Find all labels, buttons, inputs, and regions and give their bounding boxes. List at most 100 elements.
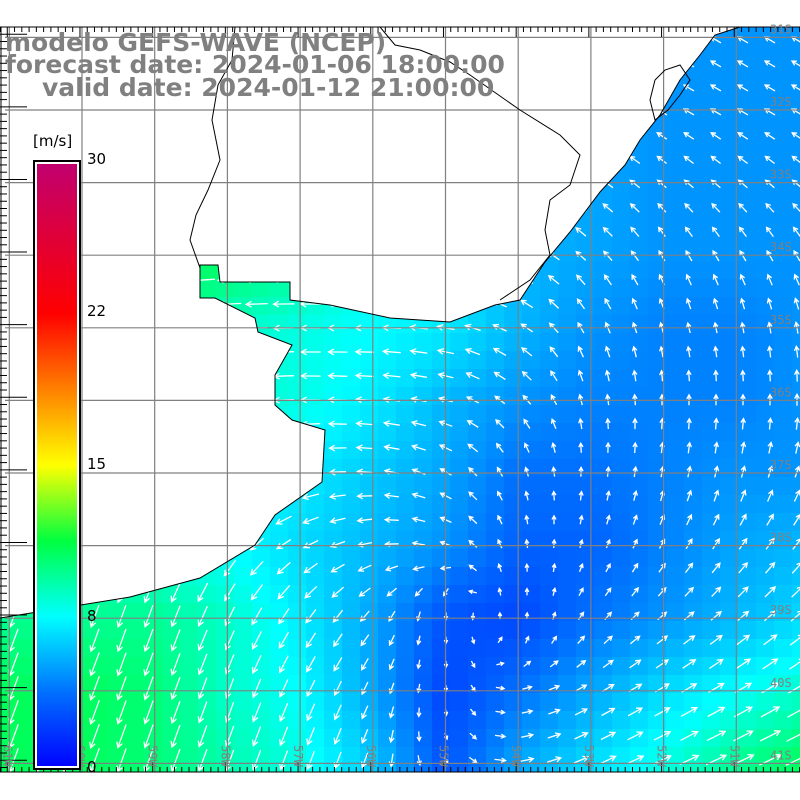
wind-cell <box>720 531 739 550</box>
wind-cell <box>666 189 685 208</box>
wind-cell <box>702 549 721 568</box>
wind-cell <box>774 189 793 208</box>
wind-arrow <box>170 535 182 554</box>
wind-cell <box>774 333 793 352</box>
wind-cell <box>630 423 649 442</box>
wind-cell <box>450 657 469 676</box>
wind-cell <box>504 549 523 568</box>
wind-cell <box>144 567 163 586</box>
wind-cell <box>180 261 199 280</box>
wind-arrow <box>740 369 746 382</box>
wind-cell <box>252 387 271 406</box>
wind-cell <box>630 567 649 586</box>
wind-arrow <box>137 204 160 212</box>
wind-cell <box>378 405 397 424</box>
wind-cell <box>756 639 775 658</box>
wind-arrow <box>765 537 775 550</box>
wind-cell <box>450 747 469 766</box>
wind-arrow <box>137 347 160 358</box>
wind-arrow <box>794 416 800 430</box>
wind-cell <box>774 765 793 772</box>
wind-arrow <box>470 708 477 716</box>
wind-cell <box>738 405 757 424</box>
wind-cell <box>594 63 613 82</box>
wind-cell <box>522 171 541 190</box>
wind-arrow <box>524 490 530 501</box>
wind-cell <box>90 495 109 514</box>
wind-cell <box>792 459 800 478</box>
wind-cell <box>504 387 523 406</box>
wind-cell <box>594 261 613 280</box>
wind-cell <box>342 387 361 406</box>
wind-arrow <box>85 132 104 140</box>
wind-cell <box>360 531 379 550</box>
wind-cell <box>234 171 253 190</box>
wind-cell <box>666 423 685 442</box>
wind-cell <box>558 279 577 298</box>
wind-cell <box>666 693 685 712</box>
wind-cell <box>432 261 451 280</box>
wind-cell <box>720 297 739 316</box>
wind-cell <box>288 261 307 280</box>
wind-cell <box>378 225 397 244</box>
wind-cell <box>576 459 595 478</box>
wind-cell <box>234 639 253 658</box>
wind-cell <box>432 567 451 586</box>
wind-cell <box>594 351 613 370</box>
wind-arrow <box>576 297 586 310</box>
wind-arrow <box>356 492 373 500</box>
wind-arrow <box>326 300 348 308</box>
wind-cell <box>630 261 649 280</box>
wind-cell <box>432 279 451 298</box>
wind-cell <box>252 171 271 190</box>
wind-cell <box>396 333 415 352</box>
wind-arrow <box>116 652 127 677</box>
wind-cell <box>756 747 775 766</box>
wind-cell <box>342 639 361 658</box>
wind-cell <box>792 765 800 772</box>
wind-cell <box>198 549 217 568</box>
wind-arrow <box>767 369 773 382</box>
wind-arrow <box>521 708 534 715</box>
wind-arrow <box>8 557 19 580</box>
wind-cell <box>234 117 253 136</box>
wind-cell <box>612 333 631 352</box>
wind-arrow <box>495 419 505 429</box>
wind-arrow <box>494 733 507 739</box>
wind-cell <box>360 315 379 334</box>
wind-cell <box>306 513 325 532</box>
wind-cell <box>558 711 577 730</box>
wind-cell <box>792 135 800 154</box>
wind-cell <box>540 459 559 478</box>
wind-arrow <box>164 204 187 212</box>
wind-arrow <box>110 204 133 212</box>
wind-cell <box>468 765 487 772</box>
wind-cell <box>198 243 217 262</box>
wind-arrow <box>547 203 560 213</box>
wind-cell <box>540 675 559 694</box>
wind-cell <box>504 225 523 244</box>
wind-cell <box>504 171 523 190</box>
wind-arrow <box>737 610 750 621</box>
wind-cell <box>594 45 613 64</box>
wind-cell <box>504 63 523 82</box>
wind-cell <box>522 567 541 586</box>
wind-arrow <box>739 297 746 310</box>
wind-cell <box>126 423 145 442</box>
wind-arrow <box>656 132 668 140</box>
wind-cell <box>612 603 631 622</box>
wind-cell <box>108 225 127 244</box>
wind-cell <box>720 99 739 118</box>
wind-cell <box>360 729 379 748</box>
wind-cell <box>558 45 577 64</box>
wind-arrow <box>327 204 347 212</box>
wind-cell <box>414 153 433 172</box>
wind-cell <box>342 693 361 712</box>
wind-cell <box>234 693 253 712</box>
wind-cell <box>270 243 289 262</box>
wind-cell <box>360 351 379 370</box>
wind-arrow <box>245 348 268 356</box>
wind-cell <box>468 27 487 46</box>
wind-cell <box>288 639 307 658</box>
wind-cell <box>396 693 415 712</box>
